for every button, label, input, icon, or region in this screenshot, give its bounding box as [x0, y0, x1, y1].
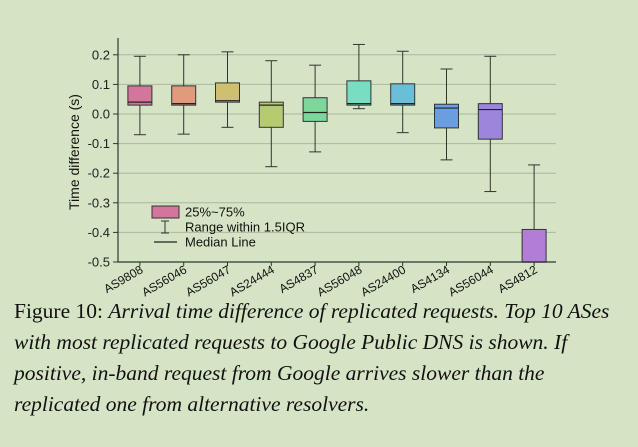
gridlines: [118, 54, 556, 263]
y-axis: 0.2 0.1 0.0 -0.1 -0.2 -0.3 -0.4 -0.5: [88, 38, 556, 270]
x-tick-label: AS56047: [183, 262, 233, 299]
legend-item: 25%~75%: [151, 205, 245, 220]
y-tick-label: -0.1: [88, 136, 110, 151]
box-iqr: [258, 101, 284, 128]
x-tick-label: AS24444: [227, 262, 277, 299]
x-tick-label: AS24400: [358, 262, 408, 299]
y-tick-label: 0.1: [92, 77, 110, 92]
caption-label: Figure 10:: [14, 299, 103, 323]
figure-caption: Figure 10: Arrival time difference of re…: [14, 296, 630, 420]
y-axis-label: Time difference (s): [66, 94, 82, 210]
x-tick-label: AS4134: [408, 262, 452, 296]
box-plot-chart: 0.2 0.1 0.0 -0.1 -0.2 -0.3 -0.4 -0.5 AS9808AS56…: [66, 38, 556, 299]
x-tick-label: AS56048: [315, 262, 365, 299]
y-tick-label: -0.4: [88, 225, 110, 240]
box-AS9808: [127, 55, 153, 136]
box-iqr: [127, 85, 153, 106]
y-tick-label: 0.0: [92, 107, 110, 122]
box-iqr: [521, 228, 547, 263]
box-AS56044: [477, 55, 503, 193]
boxes: [127, 43, 547, 263]
legend-item: Range within 1.5IQR: [161, 220, 305, 235]
box-iqr: [390, 83, 416, 106]
legend-item: Median Line: [154, 235, 256, 250]
x-tick-label: AS4812: [496, 262, 540, 296]
box-iqr: [215, 82, 240, 103]
box-AS24400: [390, 50, 416, 134]
x-tick-label: AS56046: [139, 262, 189, 299]
box-AS56048: [346, 43, 372, 110]
y-tick-label: -0.2: [88, 166, 110, 181]
box-AS4134: [434, 68, 459, 161]
box-iqr: [302, 97, 328, 122]
legend-label: 25%~75%: [185, 205, 245, 220]
legend-label: Range within 1.5IQR: [185, 220, 305, 235]
box-AS4812: [521, 164, 547, 263]
y-tick-label: -0.3: [88, 195, 110, 210]
x-tick-label: AS56044: [446, 262, 496, 299]
box-iqr: [434, 103, 459, 129]
box-AS56047: [215, 51, 240, 128]
x-tick-label: AS4837: [277, 262, 321, 296]
box-AS56046: [171, 54, 197, 135]
legend-box-swatch: [151, 205, 180, 219]
box-iqr: [346, 80, 372, 106]
y-tick-label: 0.2: [92, 47, 110, 62]
box-iqr: [171, 85, 197, 106]
caption-text: Arrival time difference of replicated re…: [14, 299, 610, 416]
box-AS4837: [302, 64, 328, 153]
legend-label: Median Line: [185, 235, 256, 250]
y-tick-label: -0.5: [88, 255, 110, 270]
box-AS24444: [258, 60, 284, 168]
